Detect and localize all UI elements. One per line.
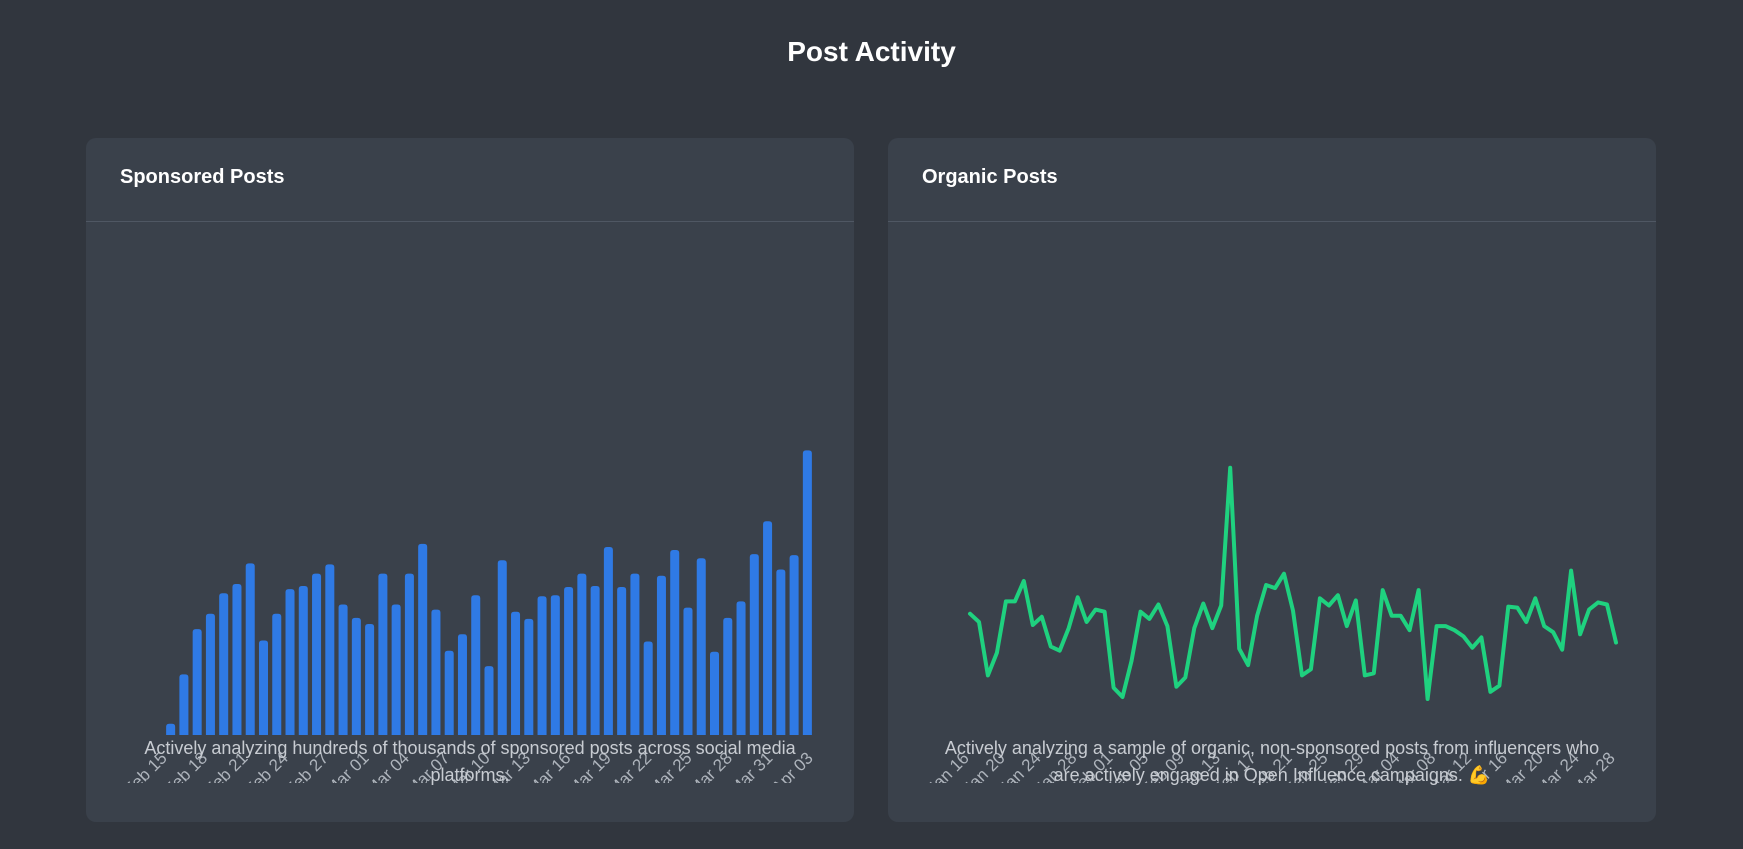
sponsored-bar <box>511 611 521 735</box>
sponsored-bar <box>312 573 322 735</box>
sponsored-bar <box>404 573 414 735</box>
sponsored-bar <box>710 651 720 735</box>
sponsored-bar <box>696 558 706 735</box>
sponsored-bar <box>656 575 666 735</box>
sponsored-bar <box>723 617 733 735</box>
organic-caption-line-2: are actively engaged in Open Influence c… <box>1053 765 1491 785</box>
organic-series-line <box>968 465 1618 701</box>
sponsored-bar <box>789 555 799 735</box>
sponsored-card-header: Sponsored Posts <box>86 138 854 222</box>
sponsored-bar <box>205 613 215 735</box>
sponsored-bar <box>378 573 388 735</box>
sponsored-bar <box>670 550 680 735</box>
sponsored-bar <box>776 569 786 735</box>
sponsored-bar <box>577 573 587 735</box>
organic-posts-card: Organic Posts Jan 16 Jan 20 Jan 24 Jan 28 Fe… <box>888 138 1656 822</box>
organic-caption: Actively analyzing a sample of organic, … <box>922 735 1622 789</box>
sponsored-bar <box>564 587 574 735</box>
sponsored-bar <box>497 560 507 735</box>
organic-card-header: Organic Posts <box>888 138 1656 222</box>
sponsored-bar <box>802 450 812 735</box>
sponsored-bar <box>603 546 613 735</box>
sponsored-bar <box>617 587 627 735</box>
sponsored-bar <box>749 554 759 735</box>
sponsored-bar <box>683 607 693 735</box>
organic-caption-line-1: Actively analyzing a sample of organic, … <box>944 738 1600 758</box>
sponsored-bar <box>524 618 534 735</box>
sponsored-bar <box>179 674 189 735</box>
sponsored-bar <box>537 596 547 735</box>
sponsored-bar <box>444 650 454 735</box>
sponsored-bar <box>391 604 401 735</box>
page-title: Post Activity <box>787 36 956 67</box>
sponsored-bar <box>763 521 773 735</box>
sponsored-bar <box>736 601 746 735</box>
sponsored-bar <box>418 543 428 735</box>
sponsored-posts-card: Sponsored Posts Feb 15 Feb 18 Feb 21 Feb 24… <box>86 138 854 822</box>
sponsored-bar <box>471 595 481 735</box>
sponsored-bar <box>550 595 560 735</box>
sponsored-bar <box>431 609 441 735</box>
sponsored-bar <box>245 563 255 735</box>
sponsored-bar <box>298 586 308 735</box>
sponsored-bar <box>258 640 268 735</box>
sponsored-bar <box>590 586 600 735</box>
sponsored-bar <box>643 641 653 735</box>
sponsored-bar <box>351 617 361 735</box>
sponsored-bar <box>325 564 335 735</box>
sponsored-bar <box>484 666 494 735</box>
sponsored-bar <box>219 593 229 735</box>
sponsored-bar <box>285 589 295 735</box>
sponsored-card-title: Sponsored Posts <box>120 166 285 188</box>
sponsored-bar <box>232 583 242 735</box>
organic-card-title: Organic Posts <box>922 166 1058 188</box>
sponsored-bar <box>166 723 176 735</box>
sponsored-bar <box>192 629 202 735</box>
sponsored-bar <box>457 634 467 735</box>
sponsored-bar <box>365 624 375 735</box>
sponsored-bar <box>630 573 640 735</box>
sponsored-bar <box>338 604 348 735</box>
sponsored-caption: Actively analyzing hundreds of thousands… <box>144 738 796 785</box>
sponsored-bar <box>272 613 282 735</box>
